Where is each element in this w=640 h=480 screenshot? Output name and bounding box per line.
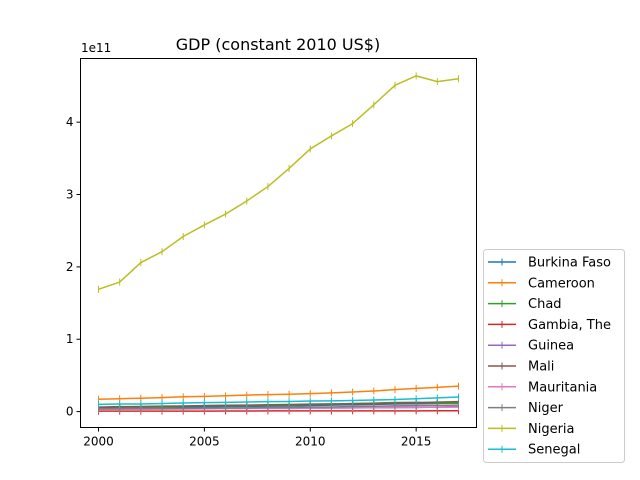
chart-title: GDP (constant 2010 US$)	[176, 35, 380, 54]
series-niger	[98, 401, 459, 413]
plot-frame	[80, 58, 477, 428]
x-tick-label: 2010	[295, 435, 326, 449]
series-line	[98, 404, 459, 410]
legend-label: Niger	[528, 401, 564, 416]
legend-label: Guinea	[528, 339, 574, 354]
series-senegal	[98, 393, 459, 408]
legend-label: Cameroon	[528, 276, 595, 291]
legend-label: Mauritania	[528, 380, 597, 395]
series-line	[98, 75, 459, 291]
legend-label: Gambia, The	[528, 318, 611, 333]
y-axis: 0 1 2 3 4	[66, 115, 81, 419]
legend-label: Burkina Faso	[528, 256, 611, 271]
plot-series-group	[98, 72, 459, 415]
y-tick-label: 2	[66, 260, 74, 274]
series-line	[98, 385, 459, 401]
legend-label: Chad	[528, 297, 562, 312]
legend-label: Mali	[528, 360, 554, 375]
series-line	[98, 400, 459, 408]
x-tick-label: 2015	[401, 435, 432, 449]
legend-box	[483, 249, 625, 463]
series-nigeria	[98, 72, 459, 293]
x-axis: 2000 2005 2010 2015	[83, 427, 432, 449]
y-tick-label: 1	[66, 332, 74, 346]
x-tick-label: 2000	[83, 435, 114, 449]
x-tick-label: 2005	[189, 435, 220, 449]
legend: Burkina Faso Cameroon Chad Gambia, The Guine…	[483, 249, 625, 463]
y-tick-label: 3	[66, 188, 74, 202]
series-line	[98, 396, 459, 406]
y-axis-multiplier-label: 1e11	[81, 41, 111, 55]
y-tick-label: 4	[66, 115, 74, 129]
y-tick-label: 0	[66, 405, 74, 419]
legend-label: Senegal	[528, 443, 580, 458]
legend-label: Nigeria	[528, 422, 575, 437]
